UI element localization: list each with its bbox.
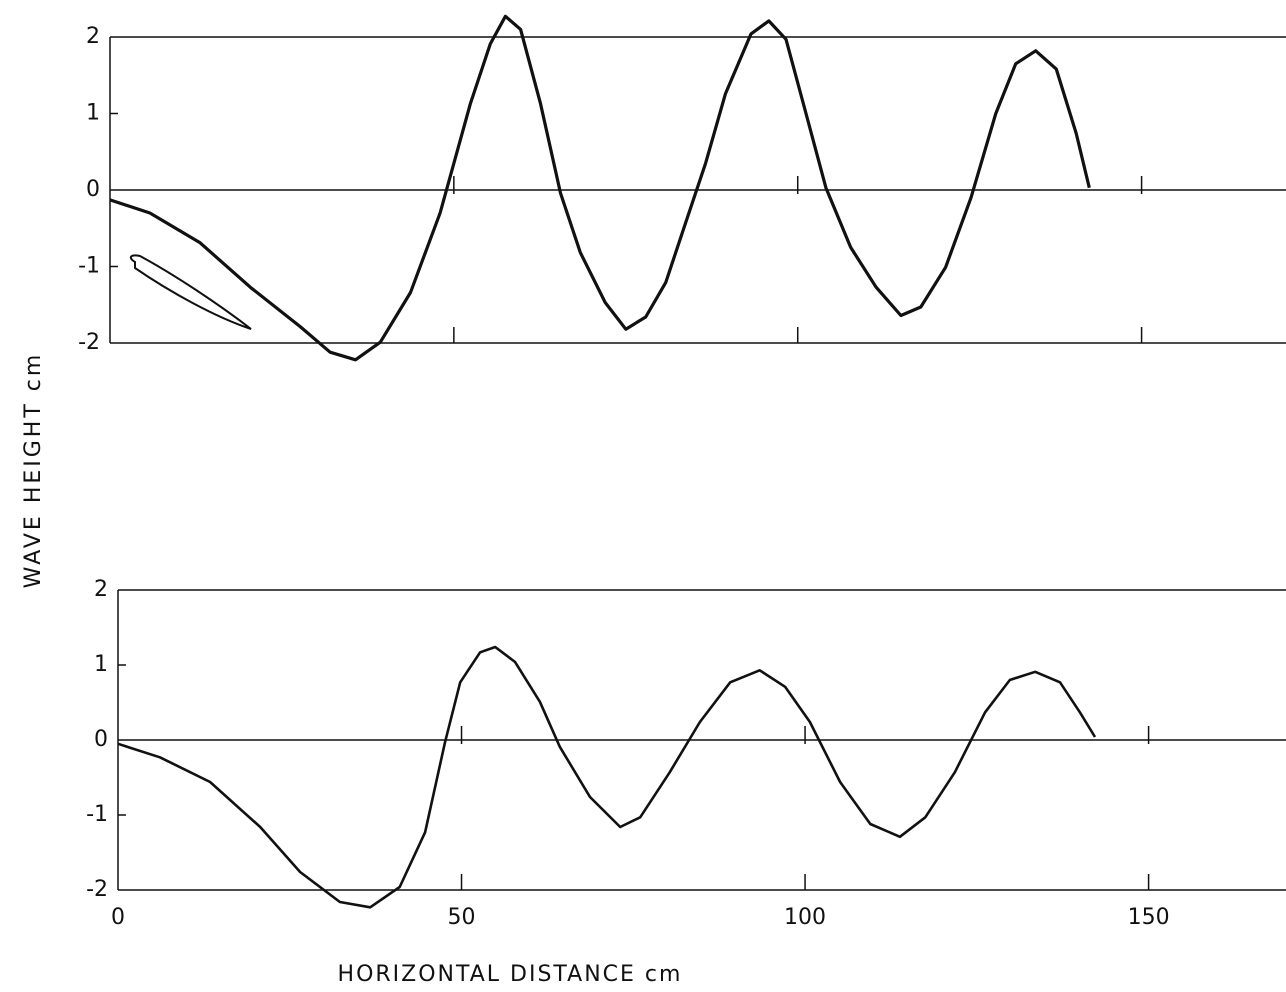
x-tick-label: 50 xyxy=(448,905,476,930)
y-tick-label: -1 xyxy=(78,254,100,279)
y-tick-label: 0 xyxy=(94,727,108,752)
y-tick-label: -2 xyxy=(78,330,100,355)
y-tick-label: 1 xyxy=(86,101,100,126)
wave-line xyxy=(117,645,1097,909)
y-tick-label: 0 xyxy=(86,177,100,202)
y-tick-label: 2 xyxy=(94,577,108,602)
x-tick-label: 150 xyxy=(1128,905,1170,930)
x-tick-label: 100 xyxy=(784,905,826,930)
y-tick-label: -2 xyxy=(86,877,108,902)
y-tick-label: 1 xyxy=(94,652,108,677)
wave-line xyxy=(109,14,1091,362)
airfoil-sketch xyxy=(129,254,252,330)
y-axis-label: WAVE HEIGHT cm xyxy=(21,352,46,589)
x-axis-label: HORIZONTAL DISTANCE cm xyxy=(338,962,683,987)
x-tick-label: 0 xyxy=(111,905,125,930)
y-tick-label: 2 xyxy=(86,24,100,49)
y-tick-label: -1 xyxy=(86,802,108,827)
